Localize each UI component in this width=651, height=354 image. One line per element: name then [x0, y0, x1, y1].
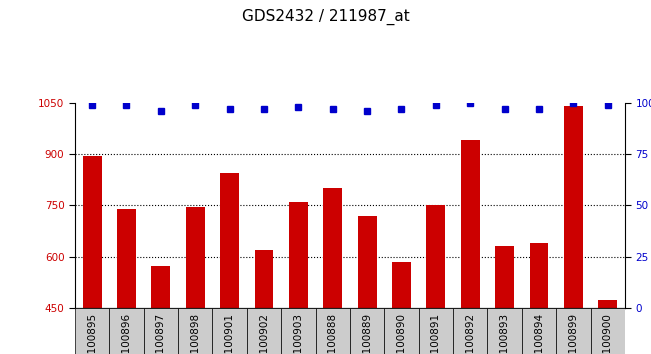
Text: GSM100903: GSM100903: [294, 313, 303, 354]
Text: GSM100900: GSM100900: [603, 313, 613, 354]
Text: GDS2432 / 211987_at: GDS2432 / 211987_at: [242, 9, 409, 25]
Bar: [109, 308, 144, 354]
Bar: [324, 188, 342, 354]
Text: GSM100889: GSM100889: [362, 313, 372, 354]
Text: GSM100893: GSM100893: [499, 313, 510, 354]
Bar: [590, 308, 625, 354]
Bar: [152, 266, 171, 354]
Bar: [186, 207, 204, 354]
Text: GSM100894: GSM100894: [534, 313, 544, 354]
Bar: [357, 216, 376, 354]
Bar: [598, 300, 617, 354]
Bar: [522, 308, 556, 354]
Bar: [247, 308, 281, 354]
Text: GSM100898: GSM100898: [190, 313, 201, 354]
Text: GSM100888: GSM100888: [327, 313, 338, 354]
Text: GSM100895: GSM100895: [87, 313, 97, 354]
Bar: [281, 308, 316, 354]
Bar: [392, 262, 411, 354]
Bar: [461, 140, 480, 354]
Bar: [289, 202, 308, 354]
Text: GSM100897: GSM100897: [156, 313, 166, 354]
Text: GSM100896: GSM100896: [122, 313, 132, 354]
Bar: [316, 308, 350, 354]
Bar: [426, 205, 445, 354]
Text: GSM100901: GSM100901: [225, 313, 234, 354]
Bar: [453, 308, 488, 354]
Bar: [220, 173, 239, 354]
Bar: [384, 308, 419, 354]
Text: GSM100899: GSM100899: [568, 313, 578, 354]
Bar: [419, 308, 453, 354]
Bar: [75, 308, 109, 354]
Text: GSM100891: GSM100891: [431, 313, 441, 354]
Bar: [144, 308, 178, 354]
Bar: [488, 308, 522, 354]
Text: GSM100892: GSM100892: [465, 313, 475, 354]
Bar: [529, 243, 548, 354]
Bar: [350, 308, 384, 354]
Bar: [212, 308, 247, 354]
Bar: [556, 308, 590, 354]
Bar: [495, 246, 514, 354]
Bar: [178, 308, 212, 354]
Bar: [564, 106, 583, 354]
Text: GSM100902: GSM100902: [259, 313, 269, 354]
Bar: [117, 209, 136, 354]
Bar: [255, 251, 273, 354]
Bar: [83, 156, 102, 354]
Text: GSM100890: GSM100890: [396, 313, 406, 354]
